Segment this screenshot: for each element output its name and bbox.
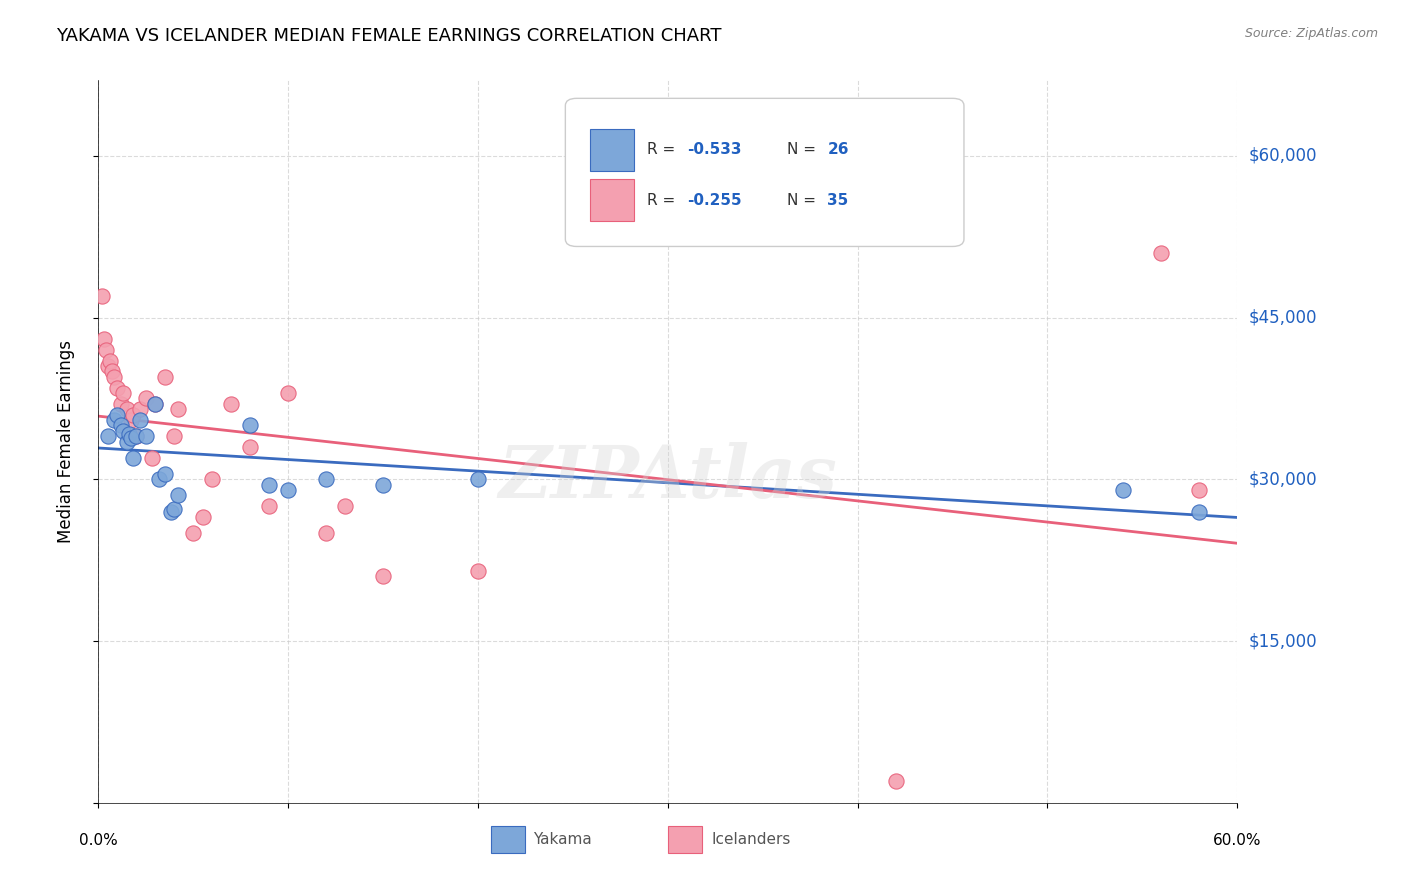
Point	[167, 488, 190, 502]
Point	[239, 418, 262, 433]
Point	[103, 369, 125, 384]
Point	[315, 526, 337, 541]
Point	[1150, 245, 1173, 260]
Point	[97, 429, 120, 443]
Point	[1112, 483, 1135, 497]
Point	[163, 502, 186, 516]
Point	[112, 386, 135, 401]
Point	[118, 427, 141, 442]
Text: ZIPAtlas: ZIPAtlas	[499, 442, 837, 513]
Text: N =: N =	[787, 193, 821, 208]
Point	[884, 774, 907, 789]
FancyBboxPatch shape	[491, 826, 526, 854]
Point	[277, 483, 299, 497]
Point	[141, 450, 163, 465]
Point	[125, 429, 148, 443]
Text: Yakama: Yakama	[533, 832, 592, 847]
Point	[1188, 483, 1211, 497]
Point	[163, 429, 186, 443]
Text: YAKAMA VS ICELANDER MEDIAN FEMALE EARNINGS CORRELATION CHART: YAKAMA VS ICELANDER MEDIAN FEMALE EARNIN…	[56, 27, 721, 45]
Point	[120, 431, 142, 445]
Point	[153, 369, 176, 384]
Point	[100, 364, 122, 378]
Text: $45,000: $45,000	[1249, 309, 1317, 326]
Point	[183, 526, 205, 541]
Point	[221, 397, 243, 411]
Point	[135, 392, 157, 406]
Point	[371, 477, 394, 491]
Point	[115, 402, 138, 417]
Point	[121, 450, 143, 465]
Point	[103, 413, 125, 427]
FancyBboxPatch shape	[591, 179, 634, 221]
Point	[110, 397, 132, 411]
Text: 26: 26	[827, 142, 849, 157]
Point	[91, 289, 114, 303]
Text: R =: R =	[647, 142, 681, 157]
Point	[467, 472, 489, 486]
Point	[107, 408, 129, 422]
Text: 35: 35	[827, 193, 849, 208]
Point	[121, 408, 143, 422]
Point	[125, 429, 148, 443]
Point	[239, 440, 262, 454]
Text: Source: ZipAtlas.com: Source: ZipAtlas.com	[1244, 27, 1378, 40]
Text: $30,000: $30,000	[1249, 470, 1317, 488]
Text: N =: N =	[787, 142, 821, 157]
Point	[191, 510, 214, 524]
Point	[167, 402, 190, 417]
Point	[467, 564, 489, 578]
FancyBboxPatch shape	[565, 98, 965, 246]
Y-axis label: Median Female Earnings: Median Female Earnings	[56, 340, 75, 543]
Point	[145, 397, 167, 411]
Point	[259, 477, 281, 491]
FancyBboxPatch shape	[668, 826, 702, 854]
Point	[129, 413, 152, 427]
Point	[120, 413, 142, 427]
Point	[94, 343, 117, 357]
Point	[129, 402, 152, 417]
Point	[93, 332, 115, 346]
Text: $15,000: $15,000	[1249, 632, 1317, 650]
Point	[97, 359, 120, 373]
Point	[145, 397, 167, 411]
Text: 0.0%: 0.0%	[79, 833, 118, 848]
Point	[153, 467, 176, 481]
Point	[1188, 505, 1211, 519]
Point	[315, 472, 337, 486]
Point	[259, 500, 281, 514]
Text: 60.0%: 60.0%	[1213, 833, 1261, 848]
Point	[112, 424, 135, 438]
FancyBboxPatch shape	[591, 128, 634, 170]
Text: R =: R =	[647, 193, 681, 208]
Point	[110, 418, 132, 433]
Text: -0.255: -0.255	[688, 193, 742, 208]
Point	[371, 569, 394, 583]
Point	[335, 500, 357, 514]
Point	[148, 472, 170, 486]
Point	[159, 505, 181, 519]
Point	[277, 386, 299, 401]
Point	[98, 353, 121, 368]
Text: $60,000: $60,000	[1249, 147, 1317, 165]
Text: Icelanders: Icelanders	[711, 832, 790, 847]
Text: -0.533: -0.533	[688, 142, 742, 157]
Point	[115, 434, 138, 449]
Point	[201, 472, 224, 486]
Point	[135, 429, 157, 443]
Point	[107, 381, 129, 395]
